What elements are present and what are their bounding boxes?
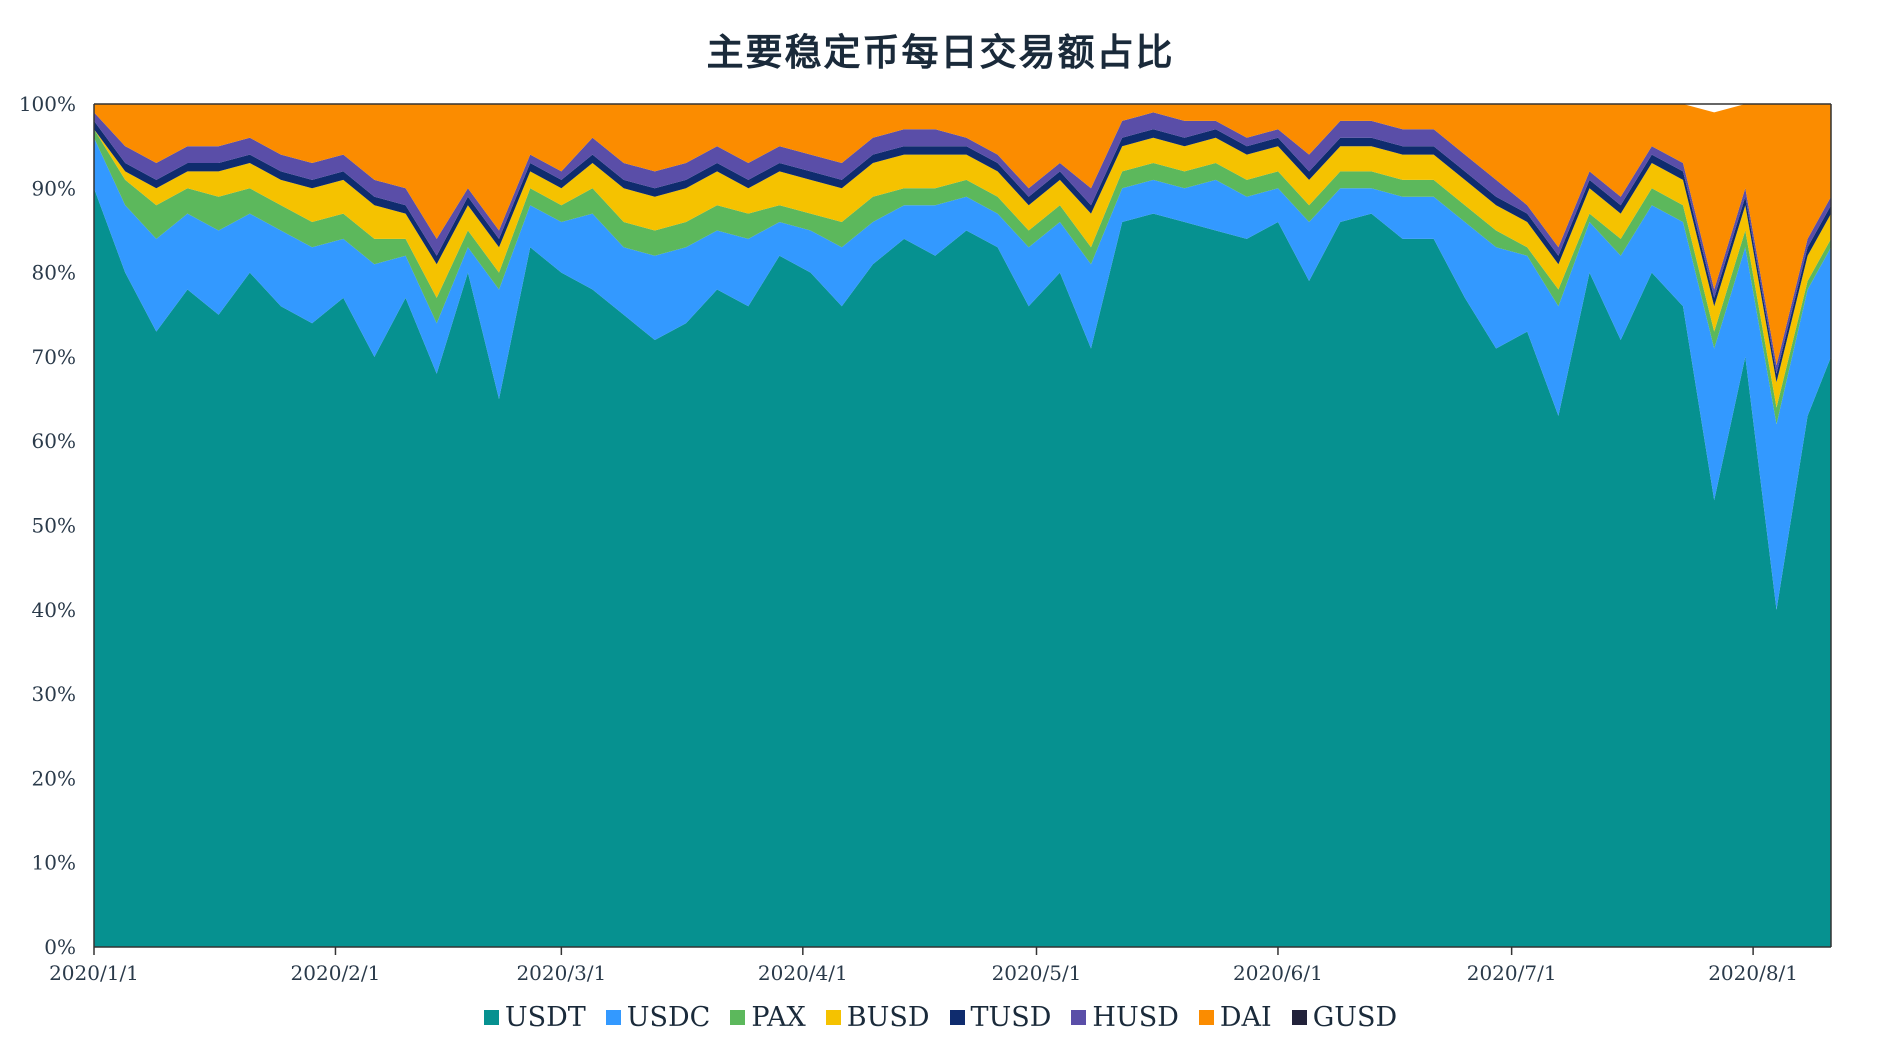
- legend-swatch: [483, 1010, 499, 1025]
- legend-label: GUSD: [1312, 1002, 1398, 1033]
- x-tick-label: 2020/4/1: [758, 961, 848, 985]
- x-tick-label: 2020/2/1: [291, 961, 381, 985]
- y-tick-label: 70%: [32, 345, 76, 369]
- y-tick-label: 100%: [19, 92, 76, 116]
- legend-swatch: [1071, 1010, 1087, 1025]
- legend-swatch: [949, 1010, 965, 1025]
- legend-item-tusd: TUSD: [949, 1002, 1052, 1033]
- y-tick-label: 20%: [32, 766, 76, 790]
- legend-item-pax: PAX: [730, 1002, 806, 1033]
- y-tick-label: 30%: [32, 682, 76, 706]
- legend-swatch: [1198, 1010, 1214, 1025]
- area-usdt: [94, 188, 1831, 948]
- x-tick-label: 2020/5/1: [992, 961, 1082, 985]
- y-tick-label: 0%: [44, 935, 76, 959]
- legend-item-usdc: USDC: [605, 1002, 711, 1033]
- legend-label: HUSD: [1092, 1002, 1179, 1033]
- x-tick-label: 2020/3/1: [516, 961, 606, 985]
- chart-title: 主要稳定币每日交易额占比: [706, 30, 1175, 74]
- y-tick-label: 50%: [32, 514, 76, 538]
- legend-item-gusd: GUSD: [1291, 1002, 1398, 1033]
- axes: [93, 103, 1832, 948]
- y-tick-label: 90%: [32, 176, 76, 200]
- area-pax: [94, 129, 1831, 425]
- x-tick-label: 2020/1/1: [49, 961, 139, 985]
- y-tick-label: 40%: [32, 598, 76, 622]
- legend-label: USDC: [626, 1002, 711, 1033]
- legend-label: TUSD: [970, 1002, 1052, 1033]
- legend-swatch: [825, 1010, 841, 1025]
- chart-legend: USDT USDC PAX BUSD TUSD HUSD DAI GUSD: [0, 1002, 1881, 1033]
- legend-item-busd: BUSD: [825, 1002, 930, 1033]
- y-tick-label: 10%: [32, 851, 76, 875]
- area-busd: [94, 129, 1831, 408]
- legend-label: DAI: [1219, 1002, 1272, 1033]
- legend-swatch: [605, 1010, 621, 1025]
- y-tick-label: 80%: [32, 261, 76, 285]
- legend-item-usdt: USDT: [483, 1002, 586, 1033]
- area-husd: [94, 112, 1831, 374]
- legend-item-husd: HUSD: [1071, 1002, 1179, 1033]
- x-tick-label: 2020/6/1: [1233, 961, 1323, 985]
- legend-swatch: [730, 1010, 746, 1025]
- legend-label: PAX: [751, 1002, 806, 1033]
- y-axis-ticks: 0% 10% 20% 30% 40% 50% 60% 70% 80% 90% 100%: [19, 92, 76, 959]
- area-usdc: [94, 137, 1831, 610]
- y-tick-label: 60%: [32, 429, 76, 453]
- area-tusd: [94, 120, 1831, 383]
- legend-item-dai: DAI: [1198, 1002, 1272, 1033]
- area-dai: [94, 104, 1831, 366]
- x-tick-label: 2020/8/1: [1708, 961, 1798, 985]
- x-tick-label: 2020/7/1: [1467, 961, 1557, 985]
- legend-label: BUSD: [846, 1002, 930, 1033]
- legend-swatch: [1291, 1010, 1307, 1025]
- series-areas: [94, 104, 1831, 948]
- legend-label: USDT: [504, 1002, 586, 1033]
- x-axis-ticks: 2020/1/1 2020/2/1 2020/3/1 2020/4/1 2020/5/1…: [49, 947, 1798, 985]
